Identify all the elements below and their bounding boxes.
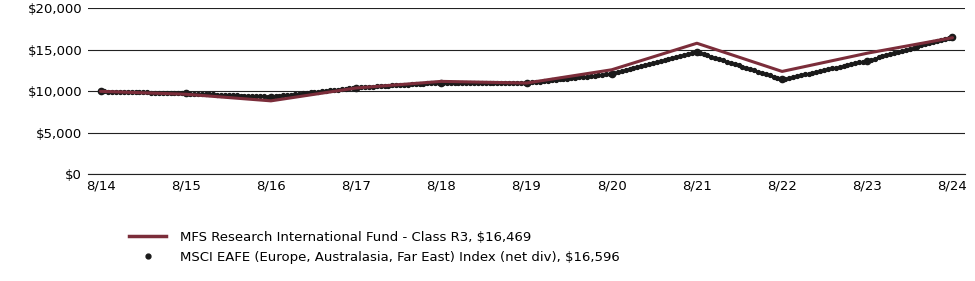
MFS Research International Fund - Class R3, $16,469 bbox=[862, 51, 874, 55]
MFS Research International Fund - Class R3, $16,469 bbox=[776, 70, 788, 73]
MSCI EAFE (Europe, Australasia, Far East) Index (net div), $16,596 bbox=[691, 50, 703, 54]
Legend: MFS Research International Fund - Class R3, $16,469, MSCI EAFE (Europe, Australa: MFS Research International Fund - Class … bbox=[130, 230, 619, 264]
MSCI EAFE (Europe, Australasia, Far East) Index (net div), $16,596 bbox=[521, 81, 532, 85]
MFS Research International Fund - Class R3, $16,469 bbox=[350, 86, 362, 90]
MFS Research International Fund - Class R3, $16,469 bbox=[521, 81, 532, 85]
MFS Research International Fund - Class R3, $16,469 bbox=[605, 68, 617, 71]
MSCI EAFE (Europe, Australasia, Far East) Index (net div), $16,596 bbox=[350, 86, 362, 89]
MSCI EAFE (Europe, Australasia, Far East) Index (net div), $16,596 bbox=[605, 72, 617, 76]
MSCI EAFE (Europe, Australasia, Far East) Index (net div), $16,596 bbox=[776, 78, 788, 81]
Line: MSCI EAFE (Europe, Australasia, Far East) Index (net div), $16,596: MSCI EAFE (Europe, Australasia, Far East… bbox=[98, 33, 956, 100]
MSCI EAFE (Europe, Australasia, Far East) Index (net div), $16,596 bbox=[436, 81, 448, 84]
MFS Research International Fund - Class R3, $16,469 bbox=[265, 99, 277, 103]
MFS Research International Fund - Class R3, $16,469 bbox=[179, 92, 191, 96]
MSCI EAFE (Europe, Australasia, Far East) Index (net div), $16,596 bbox=[95, 90, 106, 93]
MFS Research International Fund - Class R3, $16,469 bbox=[947, 36, 958, 39]
MSCI EAFE (Europe, Australasia, Far East) Index (net div), $16,596 bbox=[265, 95, 277, 98]
MFS Research International Fund - Class R3, $16,469 bbox=[691, 42, 703, 45]
MFS Research International Fund - Class R3, $16,469 bbox=[95, 90, 106, 93]
MSCI EAFE (Europe, Australasia, Far East) Index (net div), $16,596 bbox=[862, 59, 874, 62]
MSCI EAFE (Europe, Australasia, Far East) Index (net div), $16,596 bbox=[947, 35, 958, 38]
MFS Research International Fund - Class R3, $16,469 bbox=[436, 80, 448, 83]
MSCI EAFE (Europe, Australasia, Far East) Index (net div), $16,596 bbox=[179, 92, 191, 95]
Line: MFS Research International Fund - Class R3, $16,469: MFS Research International Fund - Class … bbox=[100, 38, 953, 101]
